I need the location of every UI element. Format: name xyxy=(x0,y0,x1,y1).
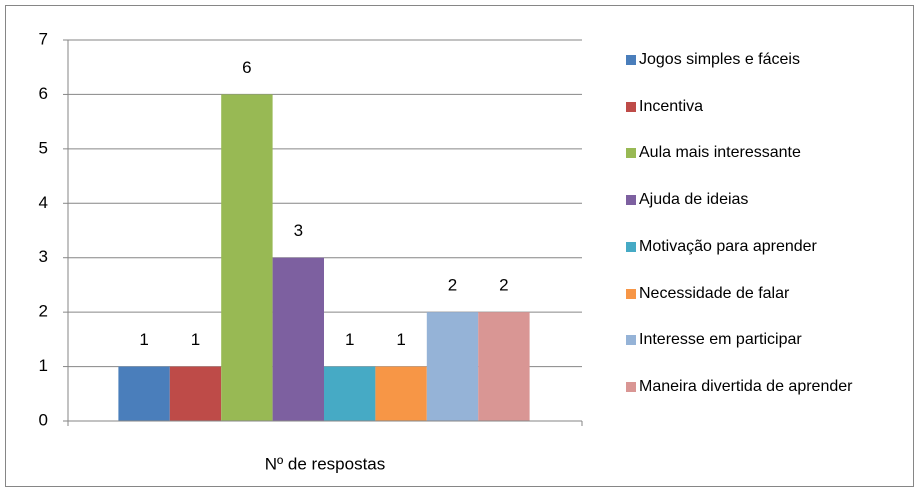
legend-swatch xyxy=(626,241,636,252)
legend-entry: Motivação para aprender xyxy=(626,236,876,258)
data-label: 1 xyxy=(396,330,405,349)
chart-border xyxy=(5,5,914,487)
y-tick-label: 5 xyxy=(39,138,48,157)
legend-swatch xyxy=(626,381,636,392)
bar xyxy=(221,94,273,421)
legend-entry: Interesse em participar xyxy=(626,329,876,351)
data-label: 6 xyxy=(242,58,251,77)
y-tick-label: 7 xyxy=(39,29,48,48)
data-label: 1 xyxy=(191,330,200,349)
bar xyxy=(426,312,479,421)
legend-entry: Aula mais interessante xyxy=(626,142,876,164)
data-label: 3 xyxy=(294,221,303,240)
legend-entry: Incentiva xyxy=(626,96,876,118)
x-tick-label: Nº de respostas xyxy=(265,454,386,473)
bar xyxy=(118,366,170,421)
bar xyxy=(272,257,324,421)
legend-swatch xyxy=(626,288,636,299)
legend-label: Necessidade de falar xyxy=(639,284,790,302)
y-tick-label: 1 xyxy=(39,356,48,375)
legend-swatch xyxy=(626,55,636,65)
legend-swatch xyxy=(626,101,636,112)
y-tick-label: 3 xyxy=(39,247,48,266)
legend-entry: Jogos simples e fáceis xyxy=(626,49,876,71)
legend-label: Interesse em participar xyxy=(639,331,802,349)
bar xyxy=(169,366,222,421)
bar xyxy=(324,366,376,421)
legend-label: Jogos simples e fáceis xyxy=(639,51,800,68)
legend-entry: Necessidade de falar xyxy=(626,283,876,305)
bar xyxy=(375,366,427,421)
y-tick-label: 6 xyxy=(39,84,48,103)
legend-swatch xyxy=(626,335,636,346)
legend-label: Ajuda de ideias xyxy=(639,191,749,209)
legend-entry: Maneira divertida de aprender xyxy=(626,376,876,398)
legend-entry: Ajuda de ideias xyxy=(626,189,876,211)
legend-swatch xyxy=(626,148,636,159)
y-tick-label: 4 xyxy=(39,193,48,212)
data-label: 1 xyxy=(139,330,148,349)
y-tick-label: 0 xyxy=(39,410,48,429)
legend-label: Motivação para aprender xyxy=(639,237,817,255)
bar xyxy=(478,312,530,421)
legend-swatch xyxy=(626,195,636,206)
data-label: 2 xyxy=(448,276,457,295)
legend-label: Maneira divertida de aprender xyxy=(639,377,853,395)
data-label: 1 xyxy=(345,330,354,349)
legend-label: Aula mais interessante xyxy=(639,144,801,162)
y-tick-label: 2 xyxy=(39,302,48,321)
data-label: 2 xyxy=(499,276,508,295)
legend-label: Incentiva xyxy=(639,97,704,115)
